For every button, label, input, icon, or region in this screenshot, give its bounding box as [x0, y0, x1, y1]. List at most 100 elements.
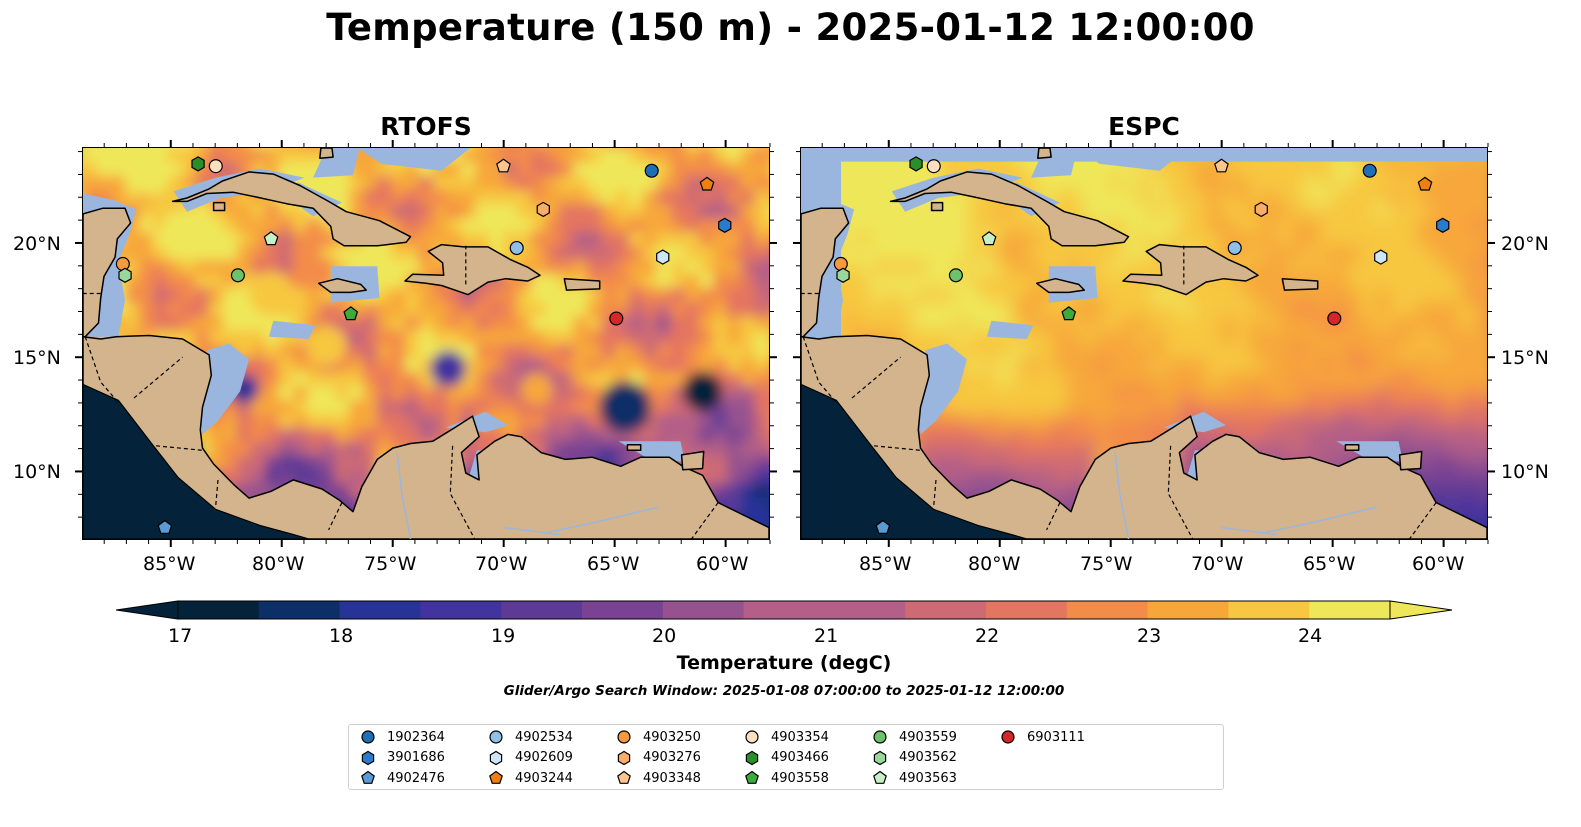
country-border: [449, 445, 476, 539]
circle-marker-icon: [745, 730, 759, 744]
lon-label-60w: 60°W: [696, 553, 749, 575]
landmass: [1344, 443, 1360, 452]
legend-label: 4903250: [643, 729, 701, 745]
landmass: [1398, 450, 1423, 471]
colorbar-outline: [177, 600, 1391, 620]
float-marker-4903563: [263, 231, 279, 246]
hexagon-marker-icon: [361, 750, 375, 765]
pentagon-marker-icon: [361, 770, 375, 784]
float-marker-1902364: [644, 163, 659, 178]
lon-label-70w-espc: 70°W: [1191, 553, 1244, 575]
hexagon-marker-icon: [617, 750, 631, 765]
hexagon-marker-icon: [745, 750, 759, 765]
lat-label-20n-right: 20°N: [1501, 233, 1549, 255]
cb-tick-17: 17: [168, 625, 193, 647]
legend-item-4903276: 4903276: [615, 748, 701, 768]
float-marker-4903354: [926, 159, 941, 174]
legend-label: 4902534: [515, 729, 573, 745]
figure-title: Temperature (150 m) - 2025-01-12 12:00:0…: [326, 6, 1255, 49]
country-border: [691, 502, 719, 539]
float-marker-4903244: [1417, 176, 1433, 191]
float-marker-4903466: [191, 156, 205, 172]
colorbar-segment: [986, 601, 1068, 619]
landmass: [680, 450, 705, 471]
lon-label-65w-espc: 65°W: [1303, 553, 1356, 575]
search-window-text: Glider/Argo Search Window: 2025-01-08 07…: [503, 683, 1065, 699]
landmass: [801, 207, 850, 338]
colorbar-segment: [1228, 601, 1310, 619]
colorbar-segment: [662, 601, 745, 619]
country-border: [1167, 445, 1194, 539]
float-marker-4902534: [1227, 240, 1242, 256]
country-border: [133, 356, 183, 399]
float-marker-4903276: [536, 201, 550, 218]
shelf-area: [986, 320, 1034, 339]
legend-label: 4903348: [643, 770, 701, 786]
shelf-area: [200, 343, 249, 435]
colorbar-label: Temperature (degC): [676, 652, 892, 674]
lon-label-65w: 65°W: [587, 553, 640, 575]
pentagon-marker-icon: [873, 770, 887, 784]
pentagon-marker-icon: [745, 770, 759, 784]
legend-item-4903354: 4903354: [743, 727, 829, 747]
legend-item-4903563: 4903563: [871, 768, 957, 788]
cb-tick-20: 20: [652, 625, 677, 647]
colorbar-segment: [582, 601, 664, 619]
river: [503, 526, 559, 536]
country-border: [328, 502, 343, 531]
float-marker-3901686: [1436, 217, 1450, 233]
country-border: [1046, 502, 1061, 531]
colorbar-segment: [178, 601, 260, 619]
landmass: [1281, 277, 1319, 291]
lat-label-15n-right: 15°N: [1501, 347, 1549, 369]
legend-item-3901686: 3901686: [359, 748, 445, 768]
country-border: [1409, 502, 1437, 539]
legend-label: 4903466: [771, 750, 829, 765]
float-marker-4903348: [496, 158, 511, 173]
landmass: [319, 148, 334, 159]
country-border: [851, 356, 901, 399]
shelf-area: [918, 343, 967, 435]
legend-item-6903111: 6903111: [999, 727, 1085, 747]
float-marker-1902364: [1362, 163, 1377, 178]
legend-label: 4902609: [515, 750, 573, 765]
rtofs-map: [82, 147, 770, 540]
legend-item-4903558: 4903558: [743, 768, 829, 788]
colorbar-segment: [824, 601, 906, 619]
hexagon-marker-icon: [489, 750, 503, 765]
pacific-ocean: [83, 383, 309, 539]
legend-item-4902534: 4902534: [487, 727, 573, 747]
colorbar-segment: [1066, 601, 1149, 619]
cb-tick-18: 18: [329, 625, 354, 647]
landmass: [626, 443, 642, 452]
float-marker-4903559: [948, 268, 963, 283]
pentagon-marker-icon: [489, 770, 503, 784]
lon-label-85w-espc: 85°W: [859, 553, 912, 575]
landmass: [801, 334, 1487, 539]
legend-item-1902364: 1902364: [359, 727, 445, 747]
landmass: [171, 171, 412, 247]
float-marker-3901686: [718, 217, 732, 233]
country-border: [84, 336, 119, 403]
colorbar: [116, 600, 1453, 620]
legend-item-4903559: 4903559: [871, 727, 957, 747]
lon-label-80w-espc: 80°W: [968, 553, 1021, 575]
float-marker-6903111: [609, 311, 624, 326]
landmass: [83, 207, 132, 338]
float-marker-4903354: [208, 159, 223, 174]
float-marker-4903559: [230, 268, 245, 283]
circle-marker-icon: [617, 730, 631, 744]
float-marker-4903558: [1061, 306, 1077, 321]
cb-tick-24: 24: [1298, 625, 1323, 647]
landmass: [1122, 243, 1259, 296]
landmass: [317, 277, 368, 294]
shelf-area: [1075, 148, 1189, 171]
landmass: [930, 201, 944, 212]
river: [547, 506, 659, 533]
panel-title-espc: ESPC: [1108, 112, 1180, 141]
lat-label-10n-right: 10°N: [1501, 461, 1549, 483]
hexagon-marker-icon: [873, 750, 887, 765]
landmass: [1035, 277, 1086, 294]
lon-label-70w: 70°W: [475, 553, 528, 575]
espc-map: [800, 147, 1488, 540]
